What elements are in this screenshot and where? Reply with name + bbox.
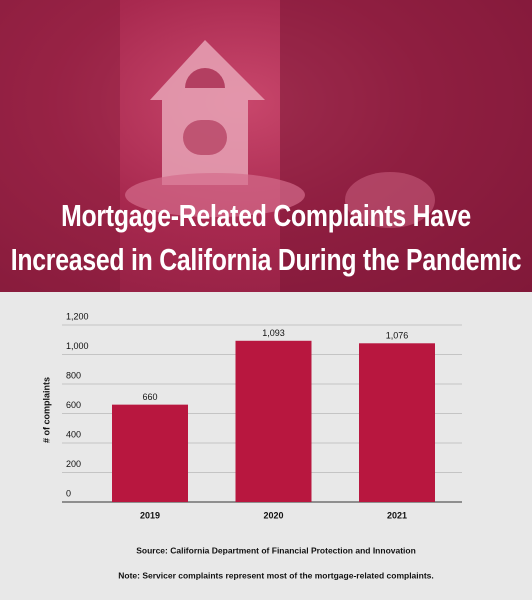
x-tick-label: 2019 xyxy=(140,510,160,520)
y-tick-label: 400 xyxy=(66,429,81,439)
y-tick-label: 200 xyxy=(66,459,81,469)
source: Source: California Department of Financi… xyxy=(136,545,416,555)
title: Mortgage-Related Complaints Have Increas… xyxy=(10,198,522,277)
header-photo xyxy=(0,0,532,292)
y-axis-label: # of complaints xyxy=(41,377,51,443)
bar xyxy=(112,404,188,502)
bar xyxy=(359,343,435,502)
y-tick-label: 1,000 xyxy=(66,341,89,351)
header: Mortgage-Related Complaints Have Increas… xyxy=(0,0,532,292)
x-tick-label: 2021 xyxy=(387,510,407,520)
chart: # of complaints Source: California Depar… xyxy=(41,311,462,580)
value-label: 660 xyxy=(142,392,157,402)
y-tick-label: 800 xyxy=(66,370,81,380)
y-tick-label: 1,200 xyxy=(66,311,89,321)
note: Note: Servicer complaints represent most… xyxy=(118,570,434,580)
y-tick-label: 600 xyxy=(66,400,81,410)
value-label: 1,093 xyxy=(262,328,285,338)
y-tick-label: 0 xyxy=(66,488,71,498)
x-tick-label: 2020 xyxy=(263,510,283,520)
value-label: 1,076 xyxy=(386,331,409,341)
bar xyxy=(235,340,312,502)
